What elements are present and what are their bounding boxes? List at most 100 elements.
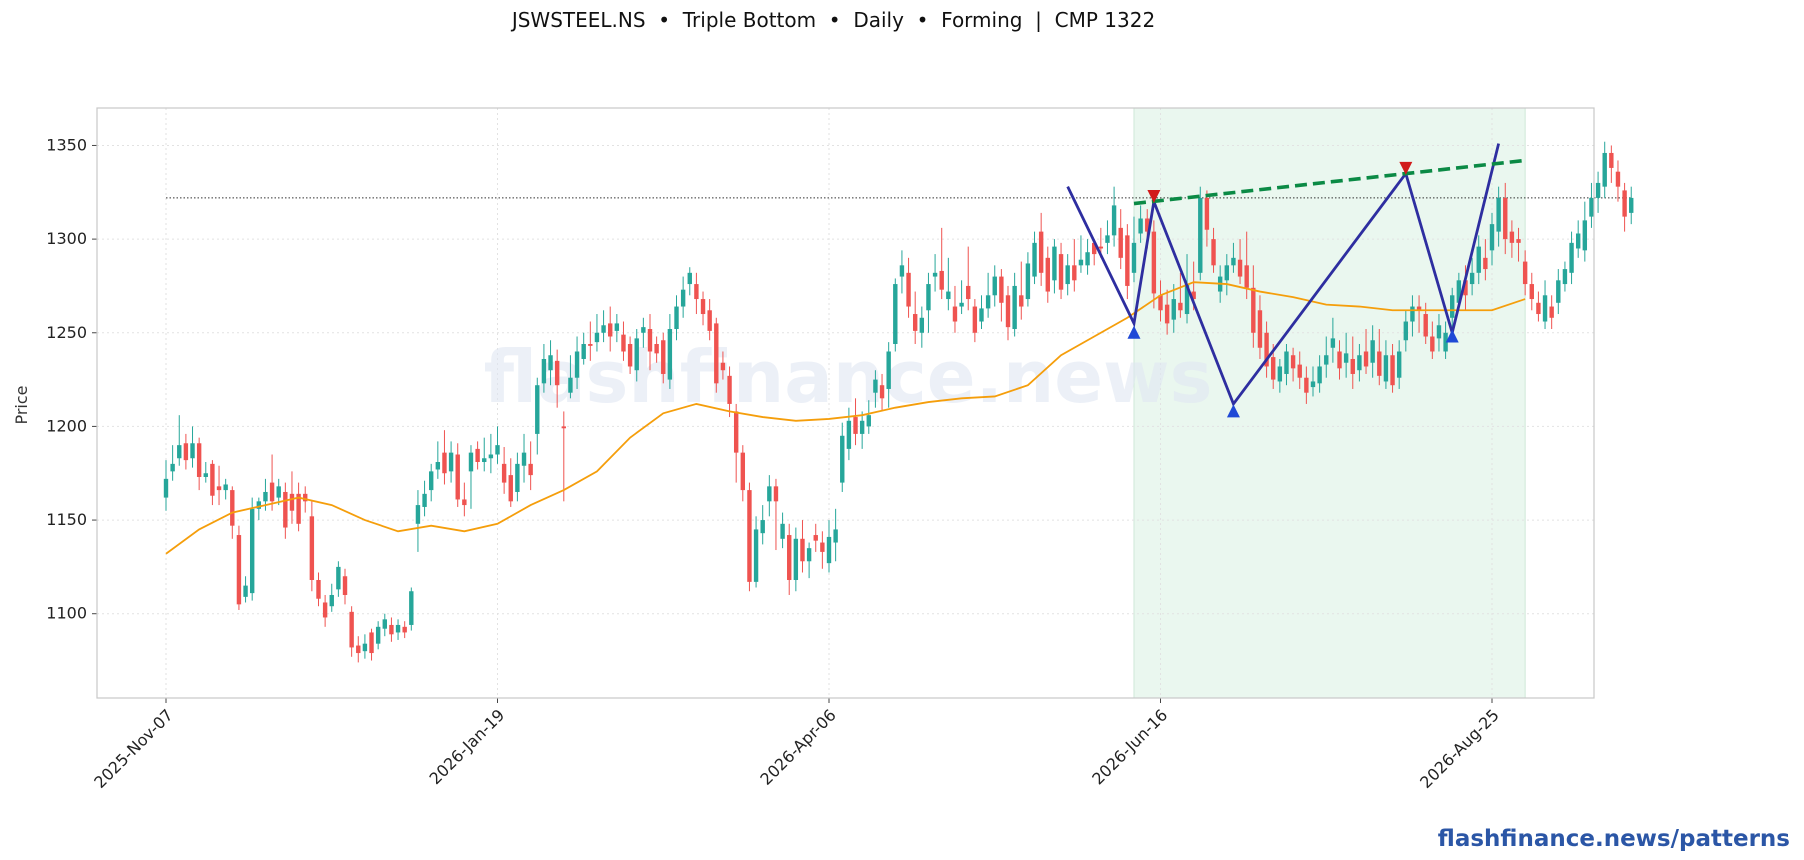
candle-body	[236, 535, 242, 605]
candle-body	[972, 306, 978, 333]
candle-body	[1629, 197, 1634, 213]
candle-body	[601, 325, 606, 333]
candle-body	[303, 493, 308, 502]
candle-body	[336, 566, 341, 590]
candle-body	[170, 463, 175, 472]
candle-body	[985, 295, 991, 309]
candle-body	[1038, 231, 1044, 273]
candle-body	[1277, 366, 1283, 382]
candle-body	[594, 332, 600, 343]
candle-body	[800, 538, 805, 562]
peak-marker	[1399, 161, 1413, 175]
candle-body	[1363, 351, 1369, 367]
candle-body	[528, 463, 533, 476]
candle-body	[899, 265, 905, 277]
candle-body	[256, 501, 262, 509]
candle-body	[1198, 197, 1203, 273]
candle-body	[1396, 351, 1402, 378]
candle-body	[1125, 235, 1130, 286]
x-tick-label: 2025-Nov-07	[90, 705, 177, 792]
candle-body	[687, 272, 692, 285]
candle-body	[415, 505, 421, 524]
candle-body	[1005, 295, 1011, 328]
candle-body	[1145, 218, 1150, 232]
candle-body	[1337, 351, 1342, 369]
candle-body	[1370, 340, 1375, 363]
candle-body	[1085, 252, 1090, 266]
candle-body	[581, 344, 586, 359]
candle-body	[919, 317, 925, 333]
candle-body	[992, 276, 997, 296]
candle-body	[647, 329, 653, 352]
candle-body	[190, 443, 195, 459]
candle-body	[1595, 182, 1601, 198]
footer-link[interactable]: flashfinance.news/patterns	[1437, 826, 1790, 852]
candle-body	[422, 493, 427, 507]
candle-body	[1522, 261, 1528, 285]
y-axis-label: Price	[12, 385, 31, 424]
candle-body	[561, 426, 566, 429]
x-tick-label: 2026-Apr-06	[756, 705, 839, 788]
candle-body	[1589, 197, 1594, 217]
candle-body	[667, 329, 673, 380]
candle-body	[654, 344, 659, 354]
candle-body	[1237, 259, 1243, 277]
candle-body	[1284, 351, 1289, 374]
candle-body	[1509, 231, 1515, 243]
candle-body	[1098, 246, 1104, 249]
candle-body	[362, 643, 368, 652]
candle-body	[1390, 355, 1395, 386]
candle-body	[694, 284, 699, 300]
candle-body	[733, 411, 739, 453]
candle-body	[322, 602, 328, 618]
candle-body	[495, 445, 500, 455]
candle-body	[1171, 299, 1176, 320]
candle-body	[442, 452, 447, 474]
candle-body	[1271, 357, 1276, 380]
candle-body	[1111, 205, 1117, 236]
candle-body	[1350, 358, 1355, 374]
y-tick-label: 1350	[46, 135, 87, 154]
candle-body	[833, 529, 838, 543]
candle-body	[760, 520, 765, 534]
candle-body	[1072, 265, 1077, 281]
x-tick-label: 2026-Jun-16	[1088, 705, 1171, 788]
candle-body	[223, 484, 228, 491]
candle-body	[939, 270, 944, 290]
candle-body	[1503, 197, 1508, 240]
candle-body	[1191, 291, 1196, 300]
candle-body	[1211, 239, 1216, 266]
candle-body	[435, 462, 441, 470]
candle-body	[1105, 235, 1110, 243]
candle-body	[1410, 306, 1415, 322]
candle-body	[959, 302, 964, 307]
candle-body	[826, 536, 832, 564]
candle-body	[501, 463, 507, 483]
watermark-text: flashfinance.news	[484, 335, 1213, 419]
candle-body	[1582, 220, 1588, 251]
candle-body	[196, 443, 202, 477]
x-tick-label: 2026-Aug-25	[1416, 705, 1503, 792]
candle-body	[515, 463, 520, 492]
candle-body	[813, 535, 818, 541]
candle-body	[621, 334, 626, 352]
candle-body	[1430, 336, 1435, 352]
candle-body	[912, 314, 918, 331]
candle-body	[309, 516, 315, 580]
candle-body	[1078, 259, 1084, 266]
candle-body	[1556, 280, 1561, 303]
candle-body	[634, 338, 639, 371]
candle-body	[806, 548, 812, 562]
candle-body	[1151, 231, 1157, 294]
candle-body	[1483, 257, 1488, 270]
candle-body	[740, 452, 746, 491]
trough-marker	[1445, 329, 1459, 343]
candle-body	[1377, 351, 1382, 376]
candle-body	[1529, 284, 1534, 300]
candle-body	[1118, 227, 1123, 258]
candle-body	[1476, 246, 1481, 273]
candle-body	[455, 454, 460, 500]
candle-body	[468, 452, 474, 472]
candle-body	[1304, 377, 1309, 393]
